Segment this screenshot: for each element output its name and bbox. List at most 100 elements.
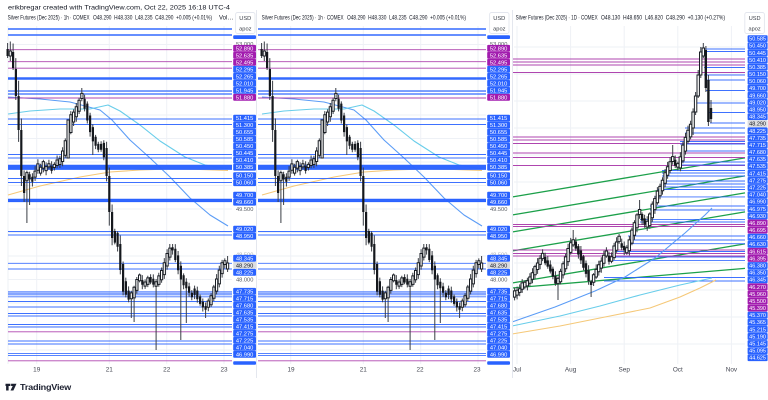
svg-text:46.660: 46.660 [749,235,766,241]
svg-text:47.635: 47.635 [490,310,507,316]
svg-text:48.000: 48.000 [490,278,507,284]
svg-text:46.990: 46.990 [490,352,507,358]
svg-text:apoz: apoz [493,27,505,33]
svg-text:48.000: 48.000 [236,278,253,284]
svg-text:52.495: 52.495 [236,60,253,66]
svg-text:50.450: 50.450 [749,44,766,50]
svg-text:Silver Futures (Dec 2025) · 1h: Silver Futures (Dec 2025) · 1h · COMEX [262,15,344,21]
svg-text:48.290: 48.290 [490,263,507,269]
svg-text:51.415: 51.415 [490,116,507,122]
svg-text:50.410: 50.410 [749,58,766,64]
svg-text:O48.290 H48.330 L48.235 C48: O48.290 H48.330 L48.235 C48.290 +0.005 (… [93,15,212,21]
svg-text:Jul: Jul [513,367,521,374]
svg-text:45.190: 45.190 [749,334,766,340]
svg-text:50.585: 50.585 [749,37,766,43]
svg-text:48.290: 48.290 [749,122,766,128]
svg-text:46.615: 46.615 [749,249,766,255]
svg-text:45.390: 45.390 [749,306,766,312]
svg-text:TradingView: TradingView [20,383,72,392]
svg-text:47.040: 47.040 [236,345,253,351]
svg-text:51.300: 51.300 [236,123,253,129]
svg-text:47.415: 47.415 [236,324,253,330]
svg-text:apoz: apoz [749,27,761,33]
svg-text:49.700: 49.700 [749,86,766,92]
svg-text:51.880: 51.880 [490,95,507,101]
svg-text:21: 21 [360,367,368,374]
svg-text:47.680: 47.680 [749,150,766,156]
svg-text:47.225: 47.225 [490,338,507,344]
svg-text:48.225: 48.225 [236,270,253,276]
svg-text:Silver Futures (Dec 2025) · 1D: Silver Futures (Dec 2025) · 1D · COMEX [516,15,598,21]
svg-text:50.150: 50.150 [236,174,253,180]
svg-text:USD: USD [749,16,761,22]
svg-text:23: 23 [220,367,228,374]
svg-text:47.680: 47.680 [236,303,253,309]
svg-text:45.500: 45.500 [749,299,766,305]
svg-text:46.975: 46.975 [749,207,766,213]
svg-text:49.660: 49.660 [236,200,253,206]
svg-text:47.275: 47.275 [490,331,507,337]
svg-text:47.715: 47.715 [749,143,766,149]
svg-text:47.415: 47.415 [490,324,507,330]
svg-text:48.345: 48.345 [749,115,766,121]
svg-text:46.695: 46.695 [749,228,766,234]
svg-text:Silver Futures (Dec 2025) · 1h: Silver Futures (Dec 2025) · 1h · COMEX [8,15,90,21]
svg-text:47.040: 47.040 [490,345,507,351]
svg-text:49.500: 49.500 [490,207,507,213]
svg-text:48.950: 48.950 [490,234,507,240]
svg-text:45.145: 45.145 [749,341,766,347]
svg-text:47.535: 47.535 [490,317,507,323]
svg-text:22: 22 [163,367,171,374]
svg-text:50.655: 50.655 [490,130,507,136]
svg-text:47.735: 47.735 [236,289,253,295]
svg-text:50.385: 50.385 [749,65,766,71]
svg-text:45.095: 45.095 [749,349,766,355]
svg-text:45.365: 45.365 [749,320,766,326]
svg-text:52.635: 52.635 [236,53,253,59]
svg-text:50.585: 50.585 [490,137,507,143]
svg-text:53.000: 53.000 [490,42,507,48]
svg-text:46.395: 46.395 [749,256,766,262]
svg-text:47.535: 47.535 [749,164,766,170]
svg-text:51.945: 51.945 [236,88,253,94]
svg-text:49.700: 49.700 [236,193,253,199]
svg-text:47.225: 47.225 [236,338,253,344]
svg-text:22: 22 [416,367,424,374]
svg-text:47.715: 47.715 [490,296,507,302]
svg-text:47.535: 47.535 [236,317,253,323]
svg-text:50.060: 50.060 [236,181,253,187]
svg-text:45.215: 45.215 [749,327,766,333]
svg-text:50.385: 50.385 [236,165,253,171]
svg-text:46.990: 46.990 [749,200,766,206]
svg-text:50.150: 50.150 [749,72,766,78]
svg-text:Aug: Aug [565,367,577,374]
svg-text:51.945: 51.945 [490,88,507,94]
svg-text:48.950: 48.950 [236,234,253,240]
svg-text:46.890: 46.890 [749,221,766,227]
svg-text:Oct: Oct [673,367,683,374]
svg-text:48.950: 48.950 [749,108,766,114]
svg-text:52.635: 52.635 [490,53,507,59]
svg-text:50.150: 50.150 [490,174,507,180]
svg-text:48.225: 48.225 [749,129,766,135]
svg-text:47.275: 47.275 [749,178,766,184]
svg-text:48.345: 48.345 [490,256,507,262]
svg-text:47.680: 47.680 [490,303,507,309]
svg-text:apoz: apoz [239,27,251,33]
svg-text:49.660: 49.660 [749,93,766,99]
svg-text:50.450: 50.450 [490,144,507,150]
svg-text:45.960: 45.960 [749,292,766,298]
svg-text:47.715: 47.715 [236,296,253,302]
svg-text:52.890: 52.890 [236,46,253,52]
svg-text:46.930: 46.930 [749,214,766,220]
svg-text:50.585: 50.585 [236,137,253,143]
svg-text:48.345: 48.345 [236,256,253,262]
svg-text:46.345: 46.345 [749,278,766,284]
svg-text:47.040: 47.040 [749,193,766,199]
svg-text:19: 19 [33,367,41,374]
svg-text:erikbregar created with Tradin: erikbregar created with TradingView.com,… [8,5,230,12]
svg-text:50.410: 50.410 [490,158,507,164]
svg-text:51.415: 51.415 [236,116,253,122]
svg-text:52.295: 52.295 [490,67,507,73]
svg-text:51.880: 51.880 [236,95,253,101]
